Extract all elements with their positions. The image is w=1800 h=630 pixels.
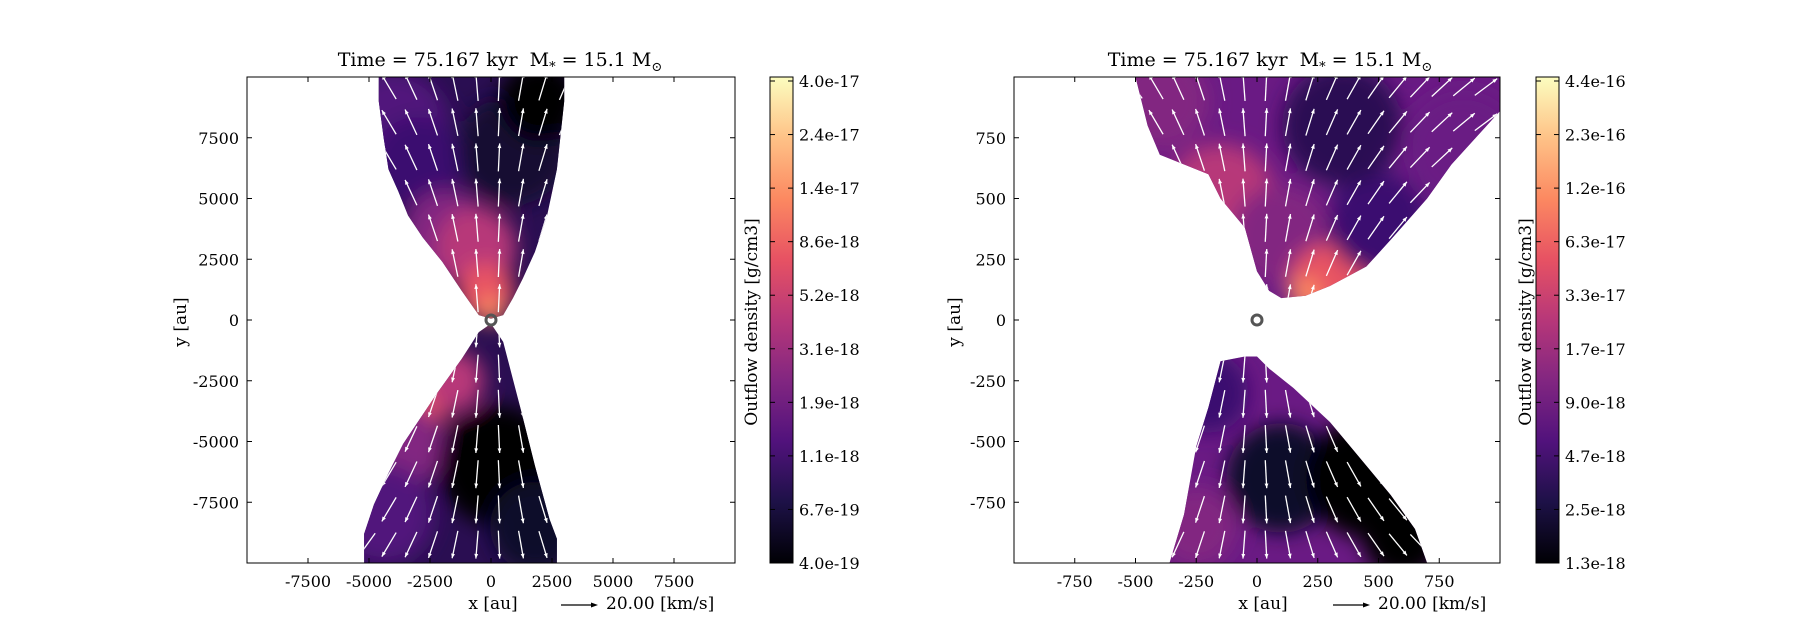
x-tick-label: 250 [1302, 572, 1333, 591]
colorbar: 4.0e-17 2.4e-17 1.4e-17 8.6e-18 5.2e-18 3.1e-… [769, 72, 860, 573]
y-tick-label: 250 [975, 250, 1006, 269]
reference-vector-label: 20.00 [km/s] [1378, 594, 1486, 614]
star-marker [484, 313, 498, 327]
y-tick-label: -2500 [193, 372, 239, 391]
y-tick-label: 750 [975, 129, 1006, 148]
colorbar-gradient [1535, 76, 1560, 564]
colorbar: 4.4e-16 2.3e-16 1.2e-16 6.3e-17 3.3e-17 1.7e-… [1535, 72, 1626, 573]
panel-title: Time = 75.167 kyr M* = 15.1 M⊙ [1108, 49, 1433, 75]
colorbar-tick-label: 1.3e-18 [1565, 554, 1626, 573]
x-tick-label: 2500 [532, 572, 573, 591]
colorbar-tick-label: 4.4e-16 [1565, 72, 1626, 91]
colorbar-tick-label: 1.2e-16 [1565, 179, 1626, 198]
panel-left: Time = 75.167 kyr M* = 15.1 M⊙ -7500 -5000… [171, 49, 860, 614]
x-tick-label: 0 [486, 572, 496, 591]
colorbar-tick-label: 2.5e-18 [1565, 500, 1626, 519]
colorbar-tick-label: 4.0e-19 [799, 554, 860, 573]
x-tick-label: -2500 [407, 572, 453, 591]
colorbar-label: Outflow density [g/cm3] [1516, 218, 1536, 425]
y-tick-label: -250 [970, 372, 1006, 391]
colorbar-label: Outflow density [g/cm3] [742, 218, 762, 425]
y-tick-label: -750 [970, 493, 1006, 512]
reference-vector: 20.00 [km/s] [1333, 594, 1486, 614]
y-axis-label: y [au] [945, 297, 965, 347]
panel-title: Time = 75.167 kyr M* = 15.1 M⊙ [338, 49, 663, 75]
x-axis-label: x [au] [1238, 594, 1287, 614]
y-tick-label: -5000 [193, 433, 239, 452]
reference-vector: 20.00 [km/s] [561, 594, 714, 614]
x-tick-label: -750 [1057, 572, 1093, 591]
colorbar-gradient [769, 76, 794, 564]
colorbar-tick-label: 3.3e-17 [1565, 286, 1626, 305]
y-tick-label: 500 [975, 190, 1006, 209]
colorbar-tick-label: 1.1e-18 [799, 447, 860, 466]
star-marker [1250, 313, 1264, 327]
colorbar-tick-label: 1.7e-17 [1565, 340, 1626, 359]
y-tick-label: 0 [229, 311, 239, 330]
y-tick-label: 5000 [198, 190, 239, 209]
colorbar-tick-label: 2.3e-16 [1565, 126, 1626, 145]
x-tick-label: 750 [1424, 572, 1455, 591]
y-axis-label: y [au] [171, 297, 191, 347]
plot-area: -750 -500 -250 0 250 500 750 750 500 250 0 -250 -500… [970, 76, 1501, 591]
x-tick-label: -500 [1118, 572, 1154, 591]
x-tick-label: 7500 [654, 572, 695, 591]
colorbar-tick-label: 6.3e-17 [1565, 233, 1626, 252]
colorbar-tick-label: 4.0e-17 [799, 72, 860, 91]
colorbar-tick-label: 3.1e-18 [799, 340, 860, 359]
colorbar-tick-label: 6.7e-19 [799, 500, 860, 519]
x-tick-label: -5000 [346, 572, 392, 591]
y-tick-label: -7500 [193, 493, 239, 512]
y-tick-label: -500 [970, 433, 1006, 452]
colorbar-tick-label: 1.9e-18 [799, 393, 860, 412]
colorbar-tick-label: 4.7e-18 [1565, 447, 1626, 466]
y-tick-label: 2500 [198, 250, 239, 269]
colorbar-tick-label: 8.6e-18 [799, 233, 860, 252]
y-tick-label: 7500 [198, 129, 239, 148]
colorbar-tick-label: 2.4e-17 [799, 126, 860, 145]
y-tick-label: 0 [996, 311, 1006, 330]
colorbar-tick-label: 1.4e-17 [799, 179, 860, 198]
colorbar-tick-label: 9.0e-18 [1565, 393, 1626, 412]
x-tick-label: 5000 [593, 572, 634, 591]
panel-right: Time = 75.167 kyr M* = 15.1 M⊙ -750 -500 -2… [945, 49, 1626, 614]
x-tick-label: -7500 [285, 572, 331, 591]
plot-area: -7500 -5000 -2500 0 2500 5000 7500 7500 5000 2500… [193, 76, 736, 591]
colorbar-tick-label: 5.2e-18 [799, 286, 860, 305]
reference-vector-label: 20.00 [km/s] [606, 594, 714, 614]
x-tick-label: 0 [1252, 572, 1262, 591]
x-tick-label: 500 [1363, 572, 1394, 591]
x-tick-label: -250 [1178, 572, 1214, 591]
x-axis-label: x [au] [468, 594, 517, 614]
